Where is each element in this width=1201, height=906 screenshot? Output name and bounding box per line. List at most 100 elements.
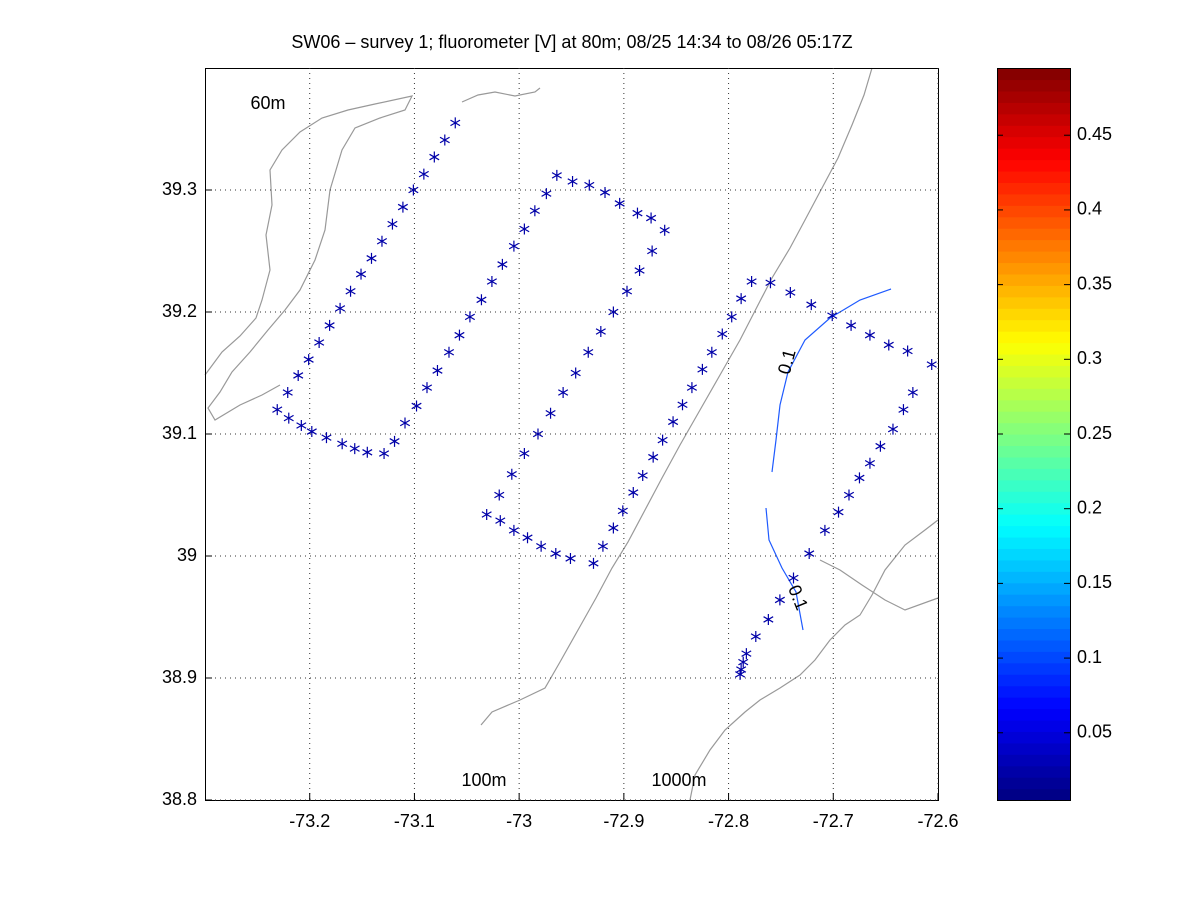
- point: [785, 286, 796, 298]
- x-tick-label: -73.2: [289, 811, 330, 831]
- point: [522, 532, 533, 544]
- colorbar-swatch: [997, 525, 1070, 538]
- point: [864, 457, 876, 469]
- point: [634, 265, 645, 277]
- point: [827, 310, 838, 322]
- point: [741, 648, 752, 660]
- colorbar-swatch: [997, 159, 1070, 172]
- x-tick-label: -72.9: [603, 811, 644, 831]
- x-tick-label: -72.6: [917, 811, 958, 831]
- colorbar-swatch: [997, 777, 1070, 790]
- point: [497, 258, 508, 270]
- colorbar-swatch: [997, 491, 1070, 504]
- y-tick-label: 39: [177, 545, 197, 565]
- colorbar-swatch: [997, 639, 1070, 652]
- colorbar-swatch: [997, 719, 1070, 732]
- colorbar-swatch: [997, 674, 1070, 687]
- point: [735, 668, 746, 680]
- colorbar-swatch: [997, 342, 1070, 355]
- point: [389, 435, 400, 447]
- point: [621, 285, 633, 297]
- colorbar-tick-label: 0.3: [1077, 348, 1102, 368]
- point: [529, 205, 540, 217]
- point: [293, 369, 304, 381]
- point: [864, 329, 876, 341]
- colorbar-swatch: [997, 502, 1070, 515]
- point: [907, 387, 918, 399]
- point: [272, 404, 283, 416]
- point: [411, 400, 422, 412]
- colorbar-swatch: [997, 536, 1070, 549]
- point: [551, 169, 562, 181]
- colorbar-swatch: [997, 514, 1070, 527]
- point: [875, 440, 886, 452]
- contour-line: [771, 288, 892, 473]
- point: [486, 276, 498, 287]
- colorbar-swatch: [997, 113, 1070, 126]
- colorbar-swatch: [997, 148, 1070, 161]
- colorbar-swatch: [997, 582, 1070, 595]
- point: [706, 346, 717, 358]
- point: [608, 522, 619, 534]
- point: [545, 407, 556, 419]
- colorbar-swatch: [997, 193, 1070, 206]
- point: [854, 472, 865, 484]
- point: [804, 548, 815, 560]
- point: [595, 326, 606, 338]
- colorbar-swatch: [997, 285, 1070, 298]
- point: [337, 438, 348, 450]
- point: [567, 175, 578, 187]
- point: [617, 505, 628, 517]
- point: [476, 294, 487, 306]
- point: [902, 345, 913, 357]
- point: [303, 354, 314, 366]
- colorbar-tick-label: 0.15: [1077, 572, 1112, 592]
- point: [366, 252, 377, 264]
- point: [788, 572, 799, 584]
- point: [887, 423, 899, 435]
- point: [648, 451, 659, 463]
- point: [439, 134, 450, 146]
- coastline: [204, 95, 414, 421]
- colorbar-swatch: [997, 182, 1070, 195]
- point: [321, 432, 332, 444]
- point: [429, 151, 440, 163]
- point: [667, 416, 679, 428]
- colorbar-swatch: [997, 662, 1070, 675]
- x-tick-label: -72.8: [708, 811, 749, 831]
- point: [738, 656, 749, 668]
- point: [819, 524, 830, 536]
- colorbar-swatch: [997, 308, 1070, 321]
- point: [519, 223, 530, 235]
- point: [647, 245, 658, 257]
- point: [494, 489, 505, 501]
- point: [376, 235, 388, 247]
- y-tick-label: 39.1: [162, 423, 197, 443]
- colorbar-swatch: [997, 788, 1070, 801]
- x-tick-label: -73: [506, 811, 532, 831]
- colorbar-swatch: [997, 479, 1070, 492]
- colorbar-swatch: [997, 754, 1070, 767]
- point: [645, 212, 657, 224]
- colorbar-swatch: [997, 296, 1070, 309]
- point: [746, 276, 757, 287]
- point: [508, 240, 519, 252]
- colorbar-swatch: [997, 262, 1070, 275]
- colorbar-tick-label: 0.2: [1077, 497, 1102, 517]
- point: [349, 443, 360, 455]
- point: [362, 446, 373, 458]
- colorbar-tick-label: 0.4: [1077, 199, 1102, 219]
- chart-title: SW06 – survey 1; fluorometer [V] at 80m;…: [291, 32, 852, 52]
- point: [597, 540, 608, 552]
- coastline: [689, 519, 939, 801]
- point: [686, 382, 698, 394]
- point: [450, 117, 461, 129]
- point: [558, 387, 569, 399]
- point: [355, 268, 367, 280]
- coastline: [480, 67, 873, 726]
- point: [536, 540, 547, 552]
- colorbar-swatch: [997, 239, 1070, 252]
- point: [506, 468, 517, 480]
- colorbar-swatch: [997, 708, 1070, 721]
